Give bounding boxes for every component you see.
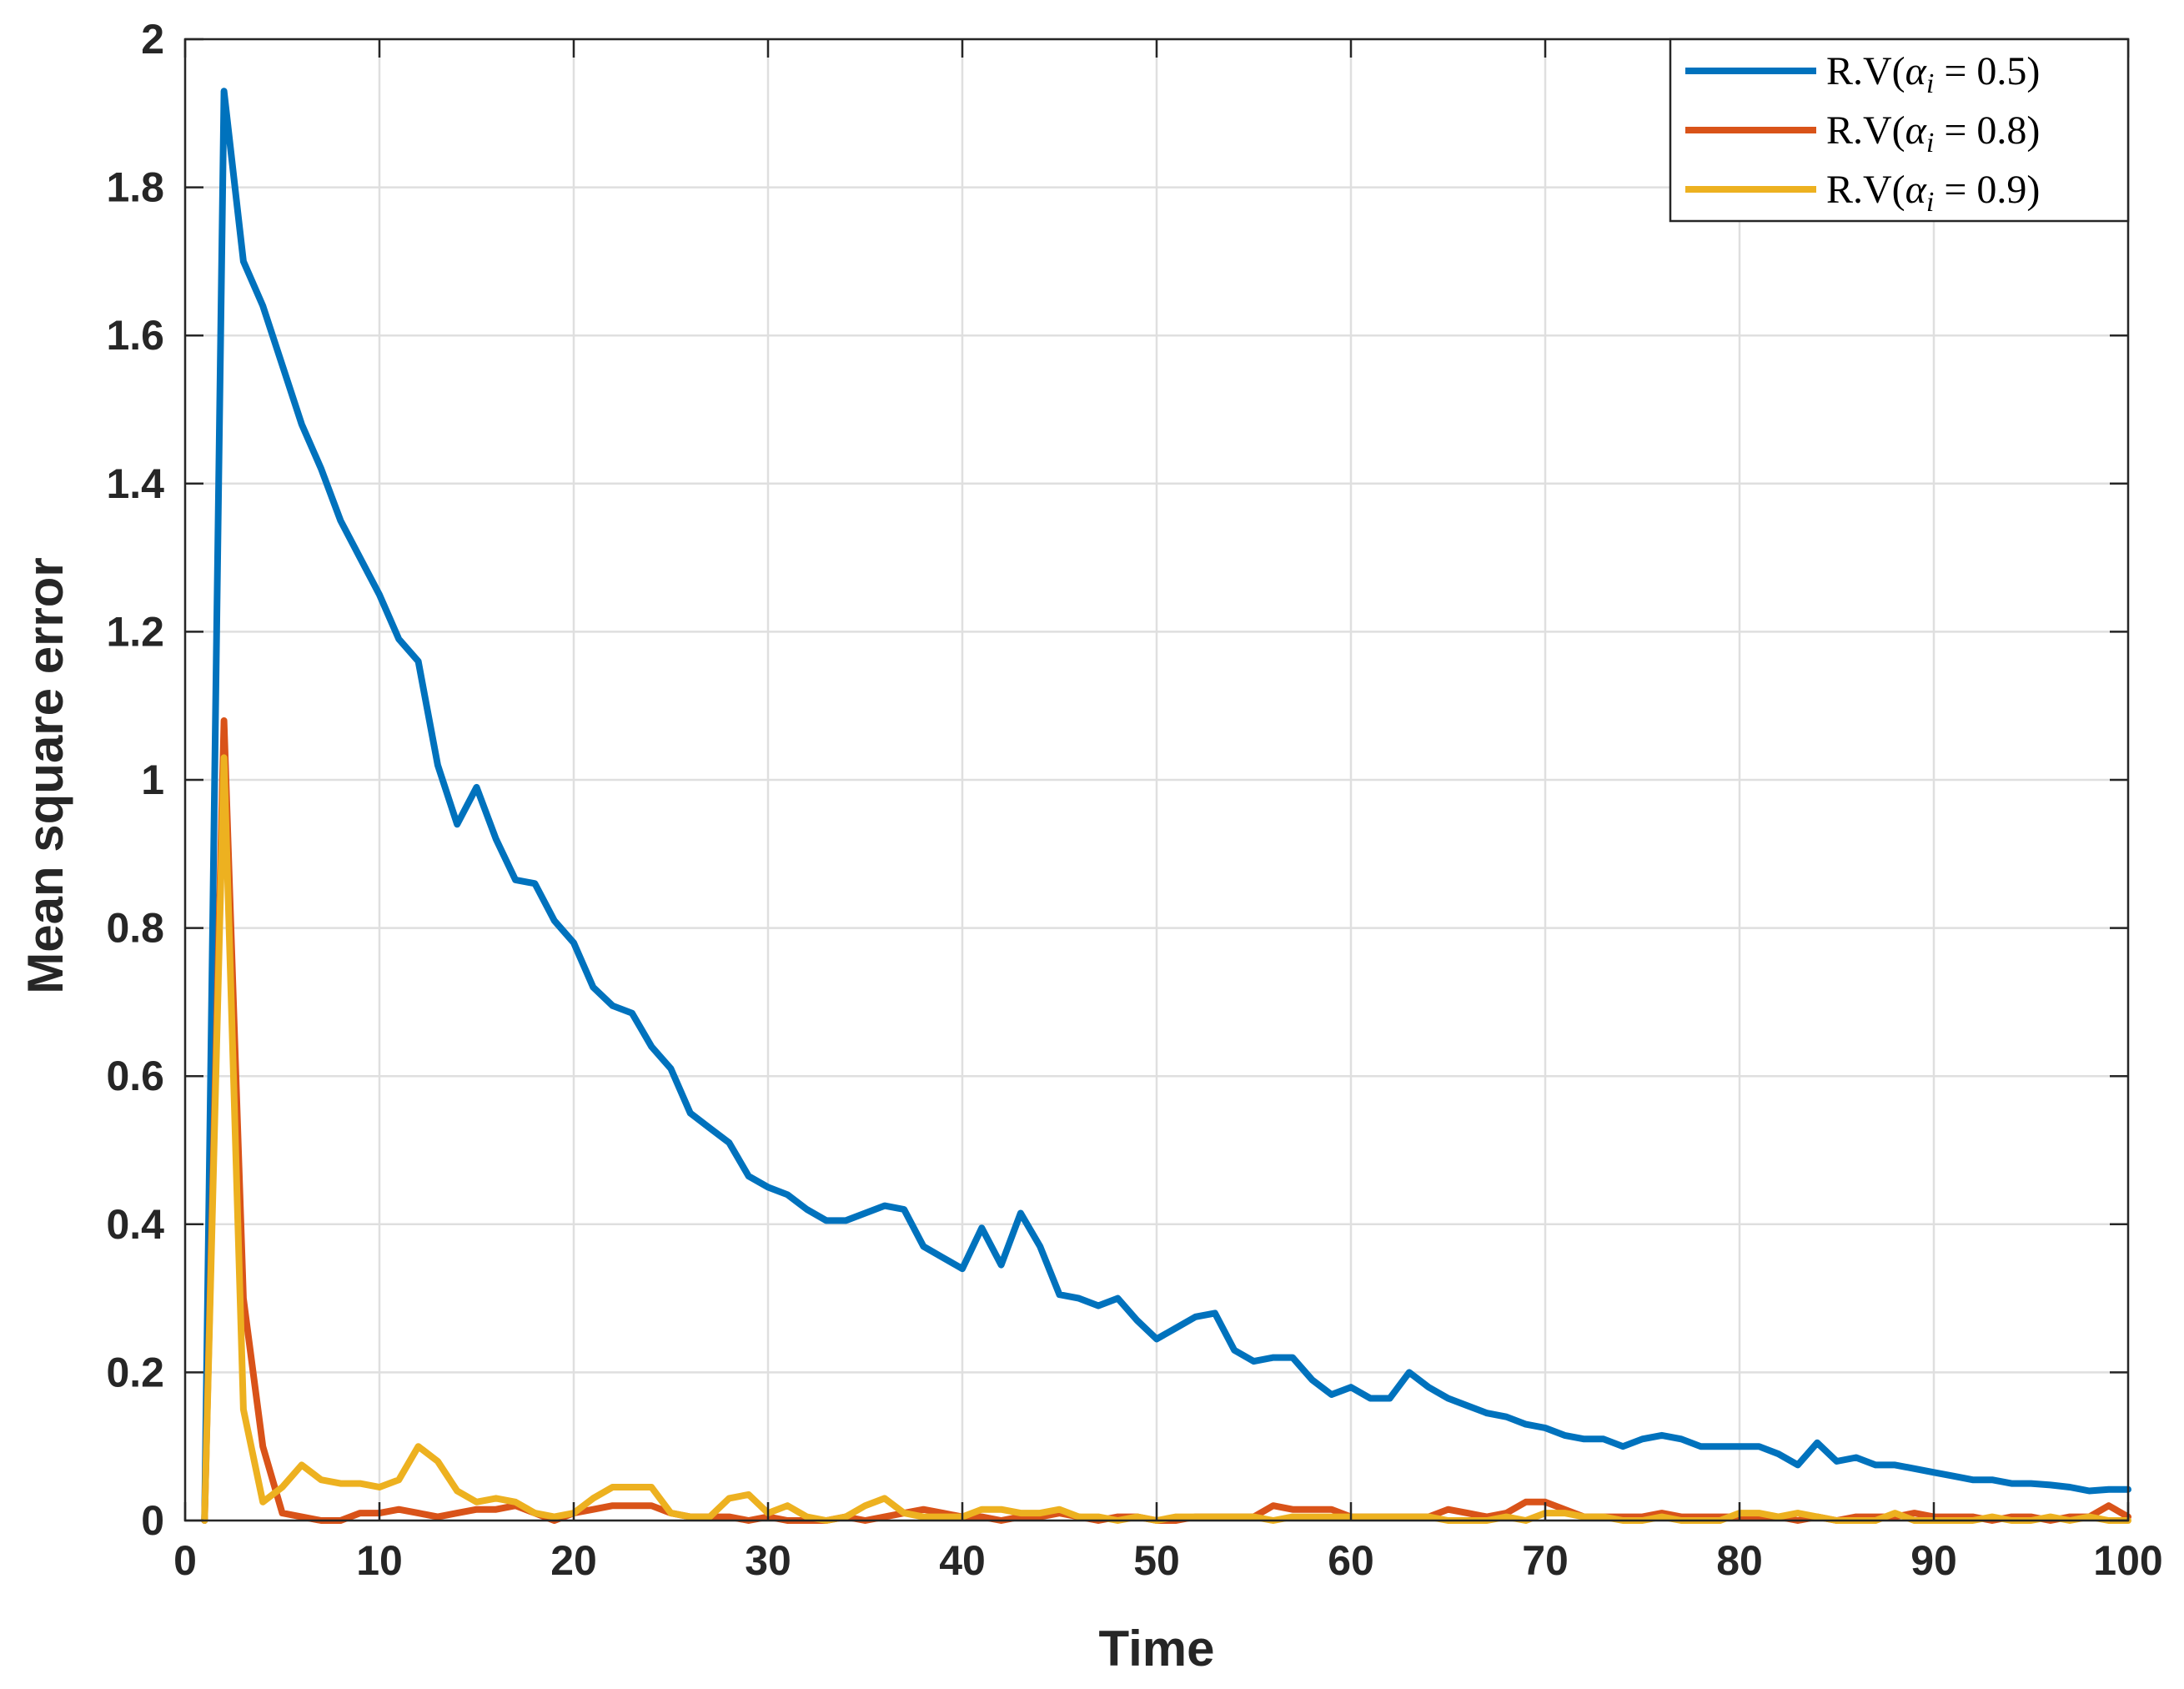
y-tick-label-1.8: 1.8 <box>106 164 164 211</box>
series-line-1 <box>201 88 2131 1524</box>
x-tick-label-80: 80 <box>1716 1537 1763 1584</box>
x-tick-label-40: 40 <box>939 1537 986 1584</box>
x-tick-label-30: 30 <box>745 1537 791 1584</box>
legend-label-3: R.V(αi = 0.9) <box>1826 168 2040 218</box>
series-line-3 <box>201 754 2131 1524</box>
x-tick-label-100: 100 <box>2093 1537 2162 1584</box>
x-axis-label: Time <box>1099 1621 1215 1676</box>
y-tick-label-0.4: 0.4 <box>106 1201 164 1248</box>
y-tick-label-1.2: 1.2 <box>106 608 164 655</box>
x-tick-label-0: 0 <box>173 1537 197 1584</box>
y-tick-label-0.2: 0.2 <box>106 1349 164 1395</box>
x-tick-label-10: 10 <box>356 1537 403 1584</box>
y-tick-label-1.6: 1.6 <box>106 312 164 359</box>
x-tick-label-20: 20 <box>550 1537 597 1584</box>
legend-label-2: R.V(αi = 0.8) <box>1826 108 2040 158</box>
axes <box>183 38 2130 1522</box>
y-tick-label-1.4: 1.4 <box>106 460 164 507</box>
y-tick-label-0: 0 <box>141 1497 164 1544</box>
x-tick-label-90: 90 <box>1910 1537 1957 1584</box>
y-tick-labels: 0 0.2 0.4 0.6 0.8 1 1.2 1.4 1.6 1.8 2 <box>106 16 164 1544</box>
x-tick-labels: 0 10 20 30 40 50 60 70 80 90 100 <box>173 1537 2163 1584</box>
y-tick-label-0.6: 0.6 <box>106 1053 164 1099</box>
legend: R.V(αi = 0.5) R.V(αi = 0.8) R.V(αi = 0.9) <box>1669 38 2130 223</box>
y-tick-label-0.8: 0.8 <box>106 905 164 952</box>
legend-label-1: R.V(αi = 0.5) <box>1826 49 2040 99</box>
y-tick-label-1: 1 <box>141 757 164 803</box>
y-tick-label-2: 2 <box>141 16 164 63</box>
x-tick-label-60: 60 <box>1328 1537 1374 1584</box>
x-tick-label-50: 50 <box>1133 1537 1180 1584</box>
y-axis-label: Mean square error <box>18 557 73 994</box>
x-tick-label-70: 70 <box>1522 1537 1569 1584</box>
